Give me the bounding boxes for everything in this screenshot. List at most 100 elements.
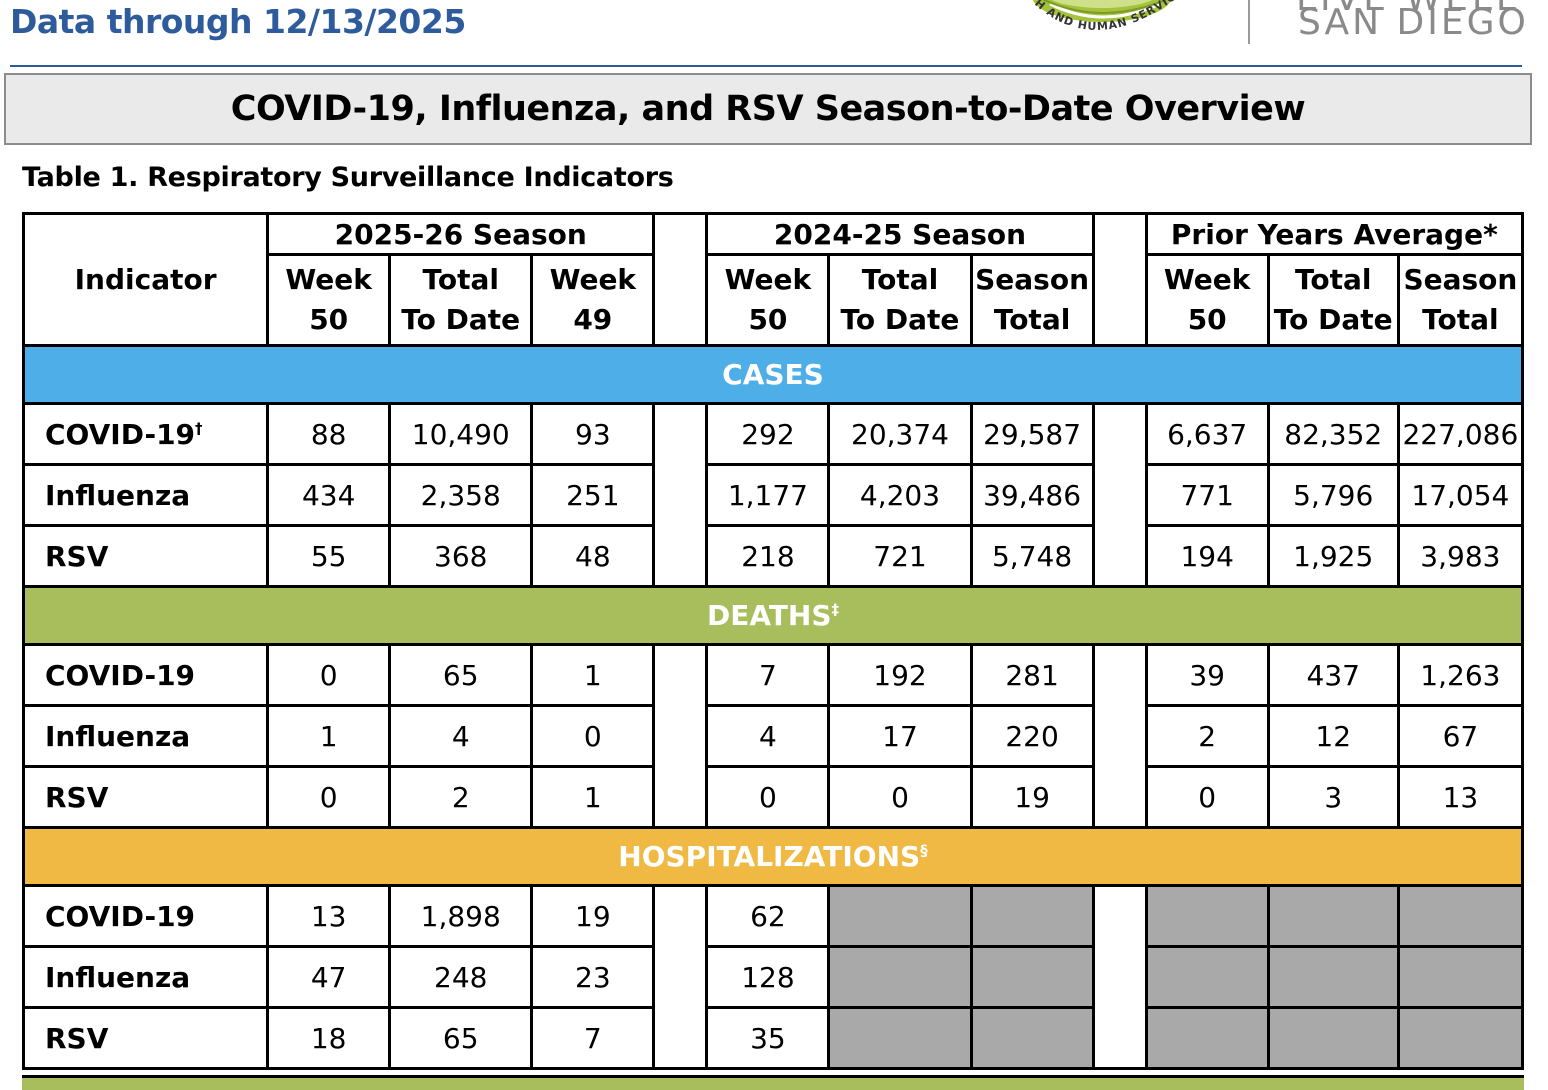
live-well-text: LIVE WELL (1296, 0, 1520, 19)
cell-previous-2: 5,748 (969, 524, 1095, 588)
cell-prior-1: 12 (1266, 704, 1400, 768)
cell-prior-0: 0 (1144, 765, 1270, 829)
cell-prior-1: 1,925 (1266, 524, 1400, 588)
cell-previous-0: 4 (705, 704, 831, 768)
cell-previous-0: 62 (705, 884, 831, 948)
suppressed-cell (1266, 884, 1400, 948)
cell-previous-2: 281 (969, 643, 1095, 707)
suppressed-cell (1396, 945, 1525, 1009)
table-row: COVID-19† 88 10,490 93 292 20,374 29,587 6,637 8… (21, 402, 1525, 588)
cell-previous-0: 0 (705, 765, 831, 829)
column-gap (1091, 402, 1148, 588)
cell-current-0: 55 (266, 524, 392, 588)
subheader-current-1: Total To Date (388, 253, 534, 347)
row-label: COVID-19 (21, 884, 270, 948)
row-label: COVID-19† (21, 402, 270, 466)
cell-current-2: 19 (530, 884, 656, 948)
column-gap (652, 643, 709, 829)
cell-current-1: 368 (388, 524, 534, 588)
data-through-date: Data through 12/13/2025 (10, 2, 466, 41)
table-row: RSV 18 65 7 35 (21, 1006, 1525, 1070)
suppressed-cell (1144, 945, 1270, 1009)
cell-current-2: 1 (530, 643, 656, 707)
next-section-band (22, 1075, 1524, 1090)
cell-prior-2: 227,086 (1396, 402, 1525, 466)
cell-previous-0: 292 (705, 402, 831, 466)
cell-current-1: 248 (388, 945, 534, 1009)
cell-current-0: 47 (266, 945, 392, 1009)
subheader-previous-0: Week 50 (705, 253, 831, 347)
cell-current-1: 65 (388, 643, 534, 707)
suppressed-cell (969, 884, 1095, 948)
cell-current-0: 0 (266, 765, 392, 829)
subheader-prior-2: Season Total (1396, 253, 1525, 347)
cell-prior-2: 17,054 (1396, 463, 1525, 527)
cases-band-label: CASES (22, 344, 1524, 405)
cell-prior-0: 6,637 (1144, 402, 1270, 466)
cell-prior-0: 39 (1144, 643, 1270, 707)
suppressed-cell (827, 945, 973, 1009)
cell-previous-0: 128 (705, 945, 831, 1009)
page-title: COVID-19, Influenza, and RSV Season-to-D… (230, 89, 1306, 129)
cell-prior-1: 5,796 (1266, 463, 1400, 527)
subheader-previous-1: Total To Date (827, 253, 973, 347)
indicator-header: Indicator (21, 212, 270, 347)
row-label: COVID-19 (21, 643, 270, 707)
cell-current-1: 10,490 (388, 402, 534, 466)
cell-prior-0: 2 (1144, 704, 1270, 768)
cell-previous-0: 7 (705, 643, 831, 707)
san-diego-text: SAN DIEGO (1298, 2, 1529, 43)
logo-divider (1248, 0, 1250, 44)
table-caption: Table 1. Respiratory Surveillance Indica… (22, 162, 674, 193)
cell-previous-1: 4,203 (827, 463, 973, 527)
hospitalizations-band-label: HOSPITALIZATIONS§ (22, 826, 1524, 887)
cases-band-row: CASES (22, 344, 1524, 405)
row-label: RSV (21, 765, 270, 829)
cell-prior-1: 3 (1266, 765, 1400, 829)
hospitalizations-band-row: HOSPITALIZATIONS§ (22, 826, 1524, 887)
subheader-prior-0: Week 50 (1144, 253, 1270, 347)
subheader-current-0: Week 50 (266, 253, 392, 347)
cell-prior-2: 67 (1396, 704, 1525, 768)
row-label: Influenza (21, 463, 270, 527)
table-row: Influenza 47 248 23 128 (21, 945, 1525, 1009)
season-2025-26-header: 2025-26 Season (266, 212, 656, 256)
cell-current-1: 2 (388, 765, 534, 829)
cell-prior-0: 771 (1144, 463, 1270, 527)
suppressed-cell (827, 1006, 973, 1070)
column-gap (1091, 884, 1148, 1070)
deaths-band-row: DEATHS‡ (22, 585, 1524, 646)
cell-prior-2: 1,263 (1396, 643, 1525, 707)
row-label: RSV (21, 524, 270, 588)
column-gap (1091, 643, 1148, 829)
suppressed-cell (1144, 884, 1270, 948)
cell-current-1: 2,358 (388, 463, 534, 527)
cell-current-0: 88 (266, 402, 392, 466)
table-row: RSV 55 368 48 218 721 5,748 194 1,925 3,983 (21, 524, 1525, 588)
cell-previous-1: 192 (827, 643, 973, 707)
cell-prior-0: 194 (1144, 524, 1270, 588)
column-gap (652, 402, 709, 588)
row-label: Influenza (21, 704, 270, 768)
cell-current-0: 434 (266, 463, 392, 527)
subheader-prior-1: Total To Date (1266, 253, 1400, 347)
row-label: Influenza (21, 945, 270, 1009)
cell-current-2: 1 (530, 765, 656, 829)
cell-current-0: 13 (266, 884, 392, 948)
cell-previous-2: 39,486 (969, 463, 1095, 527)
cell-current-1: 1,898 (388, 884, 534, 948)
respiratory-indicators-table: Indicator 2025-26 Season 2024-25 Season … (21, 212, 1525, 1070)
overview-title-box: COVID-19, Influenza, and RSV Season-to-D… (4, 73, 1532, 145)
cell-current-2: 7 (530, 1006, 656, 1070)
cell-current-0: 18 (266, 1006, 392, 1070)
cell-previous-1: 721 (827, 524, 973, 588)
cell-previous-0: 1,177 (705, 463, 831, 527)
cell-prior-1: 82,352 (1266, 402, 1400, 466)
cell-prior-1: 437 (1266, 643, 1400, 707)
table-row: COVID-19 13 1,898 19 62 (21, 884, 1525, 1070)
table-row: RSV 0 2 1 0 0 19 0 3 13 (21, 765, 1525, 829)
cell-previous-1: 0 (827, 765, 973, 829)
table-row: COVID-19 0 65 1 7 192 281 39 437 1,263 (21, 643, 1525, 829)
cell-current-2: 251 (530, 463, 656, 527)
cell-previous-1: 20,374 (827, 402, 973, 466)
